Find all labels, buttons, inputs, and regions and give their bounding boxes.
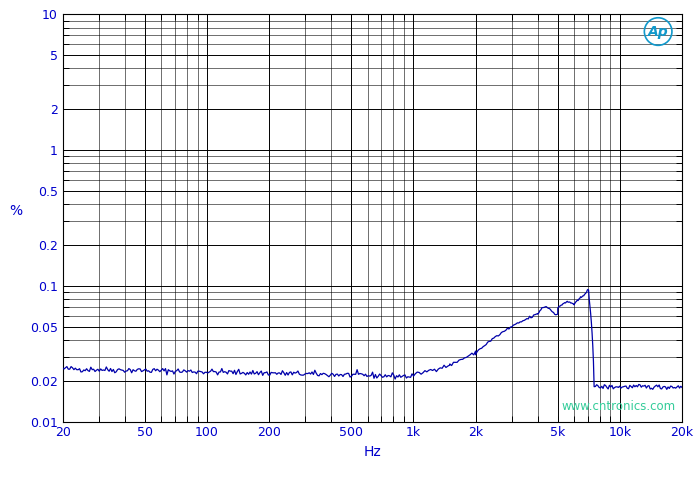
Y-axis label: %: % <box>9 204 22 218</box>
Text: Ap: Ap <box>648 24 668 38</box>
X-axis label: Hz: Hz <box>363 445 381 459</box>
Text: www.cntronics.com: www.cntronics.com <box>562 400 676 413</box>
